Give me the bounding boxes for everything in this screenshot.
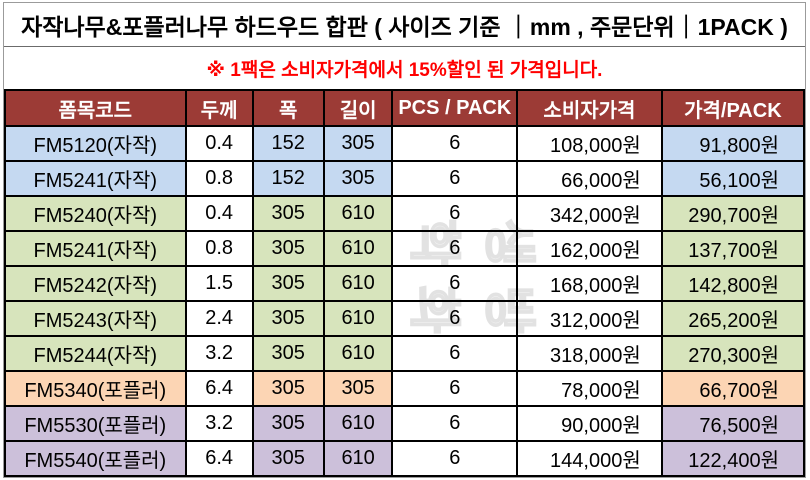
cell-consumer-price: 312,000원 <box>516 300 663 337</box>
cell-consumer-price: 90,000원 <box>516 405 663 442</box>
cell-width: 305 <box>251 230 325 267</box>
cell-pack-price: 56,100원 <box>660 160 806 197</box>
price-table-body: FM5120(자작) 0.4 152 305 6 108,000원 91,800… <box>4 125 806 477</box>
cell-item-code: FM5240(자작) <box>4 195 187 232</box>
header-length: 길이 <box>322 89 394 127</box>
cell-pack-price: 66,700원 <box>660 370 806 407</box>
cell-pack-price: 137,700원 <box>660 230 806 267</box>
cell-pcs-per-pack: 6 <box>391 370 519 407</box>
cell-pack-price: 91,800원 <box>660 125 806 162</box>
cell-thickness: 6.4 <box>184 440 254 477</box>
table-row: FM5240(자작) 0.4 305 610 6 342,000원 290,70… <box>4 195 806 232</box>
header-item-code: 폼목코드 <box>4 89 187 127</box>
cell-item-code: FM5120(자작) <box>4 125 187 162</box>
cell-consumer-price: 162,000원 <box>516 230 663 267</box>
cell-length: 610 <box>322 405 394 442</box>
cell-width: 305 <box>251 405 325 442</box>
cell-pcs-per-pack: 6 <box>391 160 519 197</box>
cell-thickness: 1.5 <box>184 265 254 302</box>
table-row: FM5244(자작) 3.2 305 610 6 318,000원 270,30… <box>4 335 806 372</box>
cell-item-code: FM5340(포플러) <box>4 370 187 407</box>
header-consumer-price: 소비자가격 <box>516 89 663 127</box>
price-table: 폼목코드 두께 폭 길이 PCS / PACK 소비자가격 가격/PACK FM… <box>4 89 806 477</box>
cell-consumer-price: 66,000원 <box>516 160 663 197</box>
cell-consumer-price: 108,000원 <box>516 125 663 162</box>
cell-thickness: 6.4 <box>184 370 254 407</box>
table-row: FM5530(포플러) 3.2 305 610 6 90,000원 76,500… <box>4 405 806 442</box>
header-row: 폼목코드 두께 폭 길이 PCS / PACK 소비자가격 가격/PACK <box>4 89 806 127</box>
cell-pcs-per-pack: 6 <box>391 195 519 232</box>
cell-item-code: FM5243(자작) <box>4 300 187 337</box>
cell-length: 305 <box>322 160 394 197</box>
cell-pcs-per-pack: 6 <box>391 405 519 442</box>
cell-pack-price: 265,200원 <box>660 300 806 337</box>
price-table-header: 폼목코드 두께 폭 길이 PCS / PACK 소비자가격 가격/PACK <box>4 89 806 127</box>
header-pcs-per-pack: PCS / PACK <box>391 89 519 127</box>
header-pack-price: 가격/PACK <box>660 89 806 127</box>
cell-width: 305 <box>251 265 325 302</box>
cell-pcs-per-pack: 6 <box>391 265 519 302</box>
cell-length: 610 <box>322 440 394 477</box>
cell-thickness: 0.4 <box>184 125 254 162</box>
cell-length: 305 <box>322 125 394 162</box>
cell-thickness: 2.4 <box>184 300 254 337</box>
cell-item-code: FM5244(자작) <box>4 335 187 372</box>
cell-consumer-price: 318,000원 <box>516 335 663 372</box>
cell-item-code: FM5241(자작) <box>4 160 187 197</box>
cell-thickness: 0.8 <box>184 160 254 197</box>
cell-consumer-price: 78,000원 <box>516 370 663 407</box>
table-row: FM5540(포플러) 6.4 305 610 6 144,000원 122,4… <box>4 440 806 477</box>
cell-thickness: 3.2 <box>184 335 254 372</box>
cell-pcs-per-pack: 6 <box>391 125 519 162</box>
cell-thickness: 0.4 <box>184 195 254 232</box>
cell-length: 610 <box>322 335 394 372</box>
cell-pack-price: 290,700원 <box>660 195 806 232</box>
cell-length: 610 <box>322 195 394 232</box>
cell-width: 305 <box>251 335 325 372</box>
cell-width: 305 <box>251 440 325 477</box>
cell-length: 305 <box>322 370 394 407</box>
cell-width: 305 <box>251 300 325 337</box>
sheet-content: 자작나무&포플러나무 하드우드 합판 ( 사이즈 기준 ｜mm , 주문단위｜1… <box>4 3 806 477</box>
cell-pack-price: 122,400원 <box>660 440 806 477</box>
cell-pack-price: 76,500원 <box>660 405 806 442</box>
cell-item-code: FM5242(자작) <box>4 265 187 302</box>
cell-consumer-price: 168,000원 <box>516 265 663 302</box>
cell-width: 305 <box>251 195 325 232</box>
table-row: FM5241(자작) 0.8 152 305 6 66,000원 56,100원 <box>4 160 806 197</box>
cell-item-code: FM5241(자작) <box>4 230 187 267</box>
cell-thickness: 3.2 <box>184 405 254 442</box>
price-sheet: 학 생 화 방 자작나무&포플러나무 하드우드 합판 ( 사이즈 기준 ｜mm … <box>3 2 806 478</box>
cell-thickness: 0.8 <box>184 230 254 267</box>
cell-pack-price: 142,800원 <box>660 265 806 302</box>
cell-pcs-per-pack: 6 <box>391 230 519 267</box>
cell-width: 152 <box>251 160 325 197</box>
table-row: FM5120(자작) 0.4 152 305 6 108,000원 91,800… <box>4 125 806 162</box>
cell-width: 305 <box>251 370 325 407</box>
discount-notice: ※ 1팩은 소비자가격에서 15%할인 된 가격입니다. <box>206 59 603 81</box>
page-title: 자작나무&포플러나무 하드우드 합판 ( 사이즈 기준 ｜mm , 주문단위｜1… <box>4 3 805 47</box>
cell-pcs-per-pack: 6 <box>391 440 519 477</box>
table-row: FM5241(자작) 0.8 305 610 6 162,000원 137,70… <box>4 230 806 267</box>
table-row: FM5340(포플러) 6.4 305 305 6 78,000원 66,700… <box>4 370 806 407</box>
header-thickness: 두께 <box>184 89 254 127</box>
cell-consumer-price: 342,000원 <box>516 195 663 232</box>
cell-pcs-per-pack: 6 <box>391 335 519 372</box>
cell-consumer-price: 144,000원 <box>516 440 663 477</box>
cell-length: 610 <box>322 265 394 302</box>
cell-pack-price: 270,300원 <box>660 335 806 372</box>
cell-item-code: FM5530(포플러) <box>4 405 187 442</box>
cell-length: 610 <box>322 300 394 337</box>
cell-length: 610 <box>322 230 394 267</box>
cell-item-code: FM5540(포플러) <box>4 440 187 477</box>
cell-width: 152 <box>251 125 325 162</box>
table-row: FM5242(자작) 1.5 305 610 6 168,000원 142,80… <box>4 265 806 302</box>
header-width: 폭 <box>251 89 325 127</box>
cell-pcs-per-pack: 6 <box>391 300 519 337</box>
table-row: FM5243(자작) 2.4 305 610 6 312,000원 265,20… <box>4 300 806 337</box>
